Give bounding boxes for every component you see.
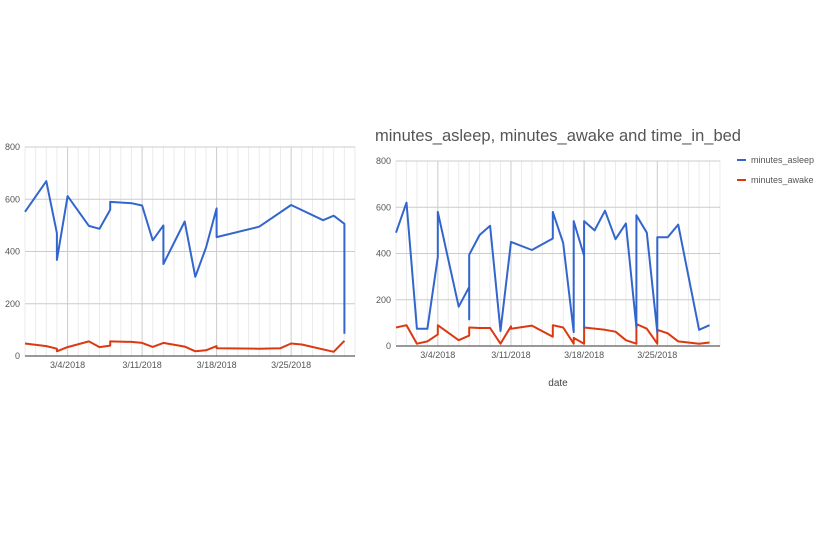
chart-title: minutes_asleep, minutes_awake and time_i…: [375, 127, 741, 145]
chart-2: 0 200 400 600 800 3/4/2018 3/11/2018 3/18/2018 3…: [375, 127, 814, 389]
y-tick-label: 0: [386, 341, 391, 351]
x-tick-label: 3/11/2018: [491, 350, 530, 360]
x-tick-label: 3/4/2018: [420, 350, 455, 360]
series-line-awake: [24, 340, 346, 353]
x-tick-label: 3/25/2018: [271, 360, 311, 370]
x-tick-label: 3/4/2018: [50, 360, 85, 370]
y-tick-label: 600: [376, 202, 391, 212]
series-line-minutes-asleep: [395, 201, 710, 334]
legend: minutes_asleep minutes_awake: [737, 155, 814, 185]
chart-1: 0 200 400 600 800 3/4/2018 3/11/2018 3/18/2018 3…: [5, 142, 356, 370]
x-tick-label: 3/25/2018: [637, 350, 677, 360]
legend-label: minutes_awake: [751, 175, 814, 185]
y-tick-label: 200: [376, 295, 391, 305]
x-tick-label: 3/11/2018: [122, 360, 161, 370]
y-tick-label: 600: [5, 194, 20, 204]
y-tick-label: 400: [376, 249, 391, 259]
y-tick-label: 200: [5, 299, 20, 309]
x-tick-label: 3/18/2018: [197, 360, 237, 370]
series-line-minutes-awake: [395, 323, 710, 345]
y-tick-label: 800: [376, 156, 391, 166]
x-axis-label: date: [548, 378, 568, 389]
y-tick-label: 0: [15, 351, 20, 361]
legend-label: minutes_asleep: [751, 155, 814, 165]
x-tick-label: 3/18/2018: [564, 350, 604, 360]
series-line-asleep: [24, 180, 346, 334]
y-tick-label: 400: [5, 247, 20, 257]
y-tick-label: 800: [5, 142, 20, 152]
